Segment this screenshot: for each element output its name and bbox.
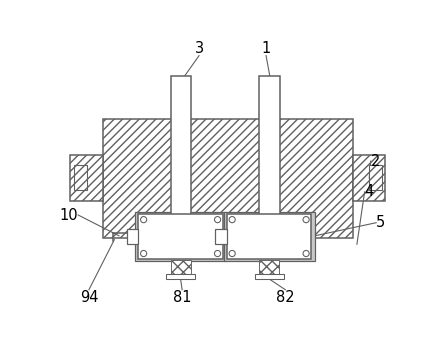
Text: 4: 4 bbox=[365, 184, 374, 199]
Bar bbox=[103, 119, 353, 238]
Text: 2: 2 bbox=[371, 153, 380, 169]
Bar bbox=[74, 165, 87, 190]
Bar bbox=[254, 274, 284, 279]
Text: 82: 82 bbox=[276, 290, 295, 305]
Bar bbox=[353, 155, 385, 201]
Bar bbox=[71, 155, 103, 201]
Bar bbox=[215, 229, 227, 244]
Bar bbox=[227, 214, 312, 259]
Bar bbox=[127, 229, 138, 244]
Bar bbox=[138, 214, 223, 259]
Text: 3: 3 bbox=[194, 41, 204, 56]
Bar bbox=[266, 214, 273, 238]
Text: 5: 5 bbox=[376, 215, 385, 230]
Bar bbox=[224, 212, 314, 261]
Bar bbox=[135, 212, 226, 261]
Bar bbox=[259, 260, 279, 274]
Bar bbox=[170, 260, 190, 274]
Text: 94: 94 bbox=[80, 290, 98, 305]
Bar bbox=[178, 214, 184, 238]
Bar bbox=[170, 77, 191, 238]
Bar bbox=[259, 77, 280, 238]
Text: 10: 10 bbox=[59, 207, 78, 222]
Text: 81: 81 bbox=[173, 290, 191, 305]
Bar bbox=[369, 165, 382, 190]
Text: 1: 1 bbox=[262, 41, 271, 56]
Bar bbox=[166, 274, 195, 279]
